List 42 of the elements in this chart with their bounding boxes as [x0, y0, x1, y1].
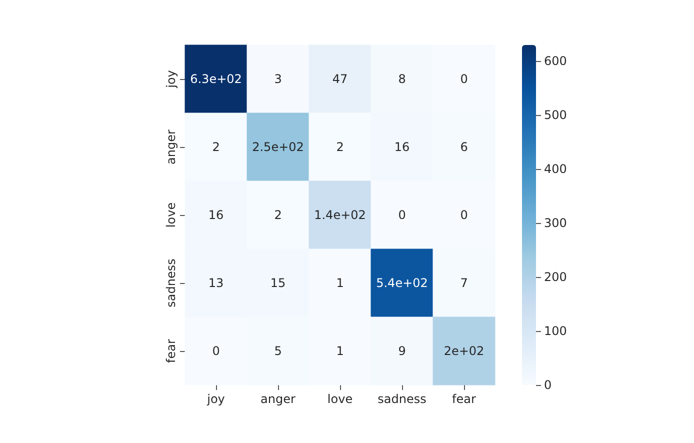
data-label: 7 — [460, 276, 468, 290]
data-label: 2 — [274, 208, 282, 222]
data-label: 1 — [336, 344, 344, 358]
data-label: 15 — [270, 276, 286, 290]
data-label: 2e+02 — [444, 344, 484, 358]
data-label: 0 — [398, 208, 406, 222]
color-bar-label: 200 — [544, 270, 567, 284]
color-bar-label: 600 — [544, 54, 567, 68]
color-bar-label: 100 — [544, 324, 567, 338]
data-label: 8 — [398, 72, 406, 86]
color-bar-label: 400 — [544, 162, 567, 176]
x-tick-label: joy — [206, 392, 225, 406]
data-label: 0 — [212, 344, 220, 358]
y-tick-label: fear — [164, 338, 178, 363]
data-label: 5 — [274, 344, 282, 358]
data-label: 3 — [274, 72, 282, 86]
data-label: 47 — [332, 72, 348, 86]
data-label: 2 — [336, 140, 344, 154]
data-label: 9 — [398, 344, 406, 358]
data-label: 16 — [208, 208, 224, 222]
data-label: 6.3e+02 — [190, 72, 242, 86]
data-label: 5.4e+02 — [376, 276, 428, 290]
color-bar-label: 300 — [544, 216, 567, 230]
y-tick-label: love — [164, 202, 178, 228]
x-tick-label: sadness — [378, 392, 426, 406]
data-label: 2.5e+02 — [252, 140, 304, 154]
data-label: 0 — [460, 208, 468, 222]
data-label: 13 — [208, 276, 224, 290]
data-label: 6 — [460, 140, 468, 154]
data-label: 2 — [212, 140, 220, 154]
data-label: 1.4e+02 — [314, 208, 366, 222]
data-label: 16 — [394, 140, 410, 154]
y-tick-label: sadness — [164, 258, 178, 308]
x-tick-label: love — [327, 392, 353, 406]
x-tick-label: fear — [452, 392, 476, 406]
data-label: 0 — [460, 72, 468, 86]
color-bar-label: 0 — [544, 378, 552, 392]
y-tick-label: anger — [164, 129, 178, 164]
x-tick-label: anger — [260, 392, 296, 406]
y-tick-label: joy — [164, 70, 178, 89]
color-bar-label: 500 — [544, 108, 567, 122]
data-label: 1 — [336, 276, 344, 290]
